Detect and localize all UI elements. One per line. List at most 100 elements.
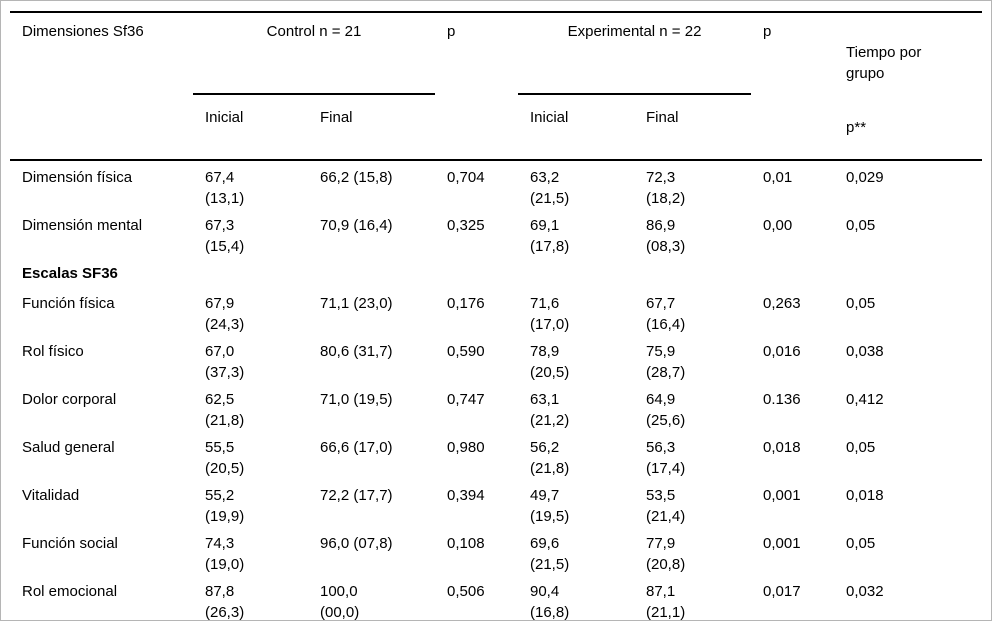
column-header-tiempo-por-grupo: Tiempo por grupo p** xyxy=(834,12,983,161)
tiempo-p-label: p** xyxy=(846,119,867,136)
row-label-cell: Escalas SF36 xyxy=(22,265,118,282)
subheader-inicial-control: Inicial xyxy=(193,94,308,161)
experimental-final-cell: 86,9 (08,3) xyxy=(646,217,686,255)
row-label-cell: Dolor corporal xyxy=(22,391,117,408)
control-inicial-cell: 55,5 (20,5) xyxy=(205,439,245,477)
row-label-cell: Rol físico xyxy=(22,343,84,360)
tiempo-por-grupo-cell: 0,05 xyxy=(846,439,876,456)
column-header-p-control: p xyxy=(435,12,518,161)
p-control-cell: 0,980 xyxy=(447,439,485,456)
experimental-inicial-cell: 69,6 (21,5) xyxy=(530,535,570,573)
sf36-results-table: Dimensiones Sf36 Control n = 21 p Experi… xyxy=(10,11,983,621)
column-header-dimensiones: Dimensiones Sf36 xyxy=(10,12,193,161)
experimental-final-cell xyxy=(634,257,751,287)
table-row: Función social 74,3 (19,0) 96,0 (07,8) 0… xyxy=(10,527,982,575)
tiempo-por-grupo-cell xyxy=(834,257,982,287)
experimental-final-cell: 77,9 (20,8) xyxy=(646,535,686,573)
control-final-cell: 70,9 (16,4) xyxy=(320,217,393,234)
control-inicial-cell xyxy=(193,257,308,287)
control-final-cell: 66,2 (15,8) xyxy=(320,169,393,186)
table-row: Escalas SF36 xyxy=(10,257,982,287)
experimental-inicial-cell xyxy=(518,257,634,287)
column-header-experimental-group: Experimental n = 22 xyxy=(518,12,752,96)
control-final-cell: 71,1 (23,0) xyxy=(320,295,393,312)
p-control-cell: 0,506 xyxy=(447,583,485,600)
row-label-cell: Vitalidad xyxy=(22,487,80,504)
experimental-inicial-cell: 63,1 (21,2) xyxy=(530,391,570,429)
table-row: Rol emocional 87,8 (26,3) 100,0 (00,0) 0… xyxy=(10,575,982,621)
subheader-final-control: Final xyxy=(308,94,435,161)
experimental-inicial-cell: 63,2 (21,5) xyxy=(530,169,570,207)
tiempo-por-grupo-cell: 0,018 xyxy=(846,487,884,504)
p-experimental-cell: 0.136 xyxy=(763,391,801,408)
control-final-cell: 96,0 (07,8) xyxy=(320,535,393,552)
tiempo-por-grupo-cell: 0,029 xyxy=(846,169,884,186)
tiempo-por-grupo-cell: 0,05 xyxy=(846,535,876,552)
table-row: Dolor corporal 62,5 (21,8) 71,0 (19,5) 0… xyxy=(10,383,982,431)
p-control-cell: 0,704 xyxy=(447,169,485,186)
row-label-cell: Función física xyxy=(22,295,115,312)
column-header-p-experimental: p xyxy=(751,12,835,161)
table-row: Dimensión mental 67,3 (15,4) 70,9 (16,4)… xyxy=(10,209,982,257)
experimental-final-cell: 72,3 (18,2) xyxy=(646,169,686,207)
row-label-cell: Rol emocional xyxy=(22,583,118,600)
control-inicial-cell: 55,2 (19,9) xyxy=(205,487,245,525)
experimental-inicial-cell: 71,6 (17,0) xyxy=(530,295,570,333)
control-inicial-cell: 87,8 (26,3) xyxy=(205,583,245,621)
subheader-inicial-experimental: Inicial xyxy=(518,94,634,161)
row-label-cell: Salud general xyxy=(22,439,115,456)
table-row: Salud general 55,5 (20,5) 66,6 (17,0) 0,… xyxy=(10,431,982,479)
p-experimental-cell: 0,001 xyxy=(763,535,801,552)
p-experimental-cell: 0,263 xyxy=(763,295,801,312)
experimental-final-cell: 67,7 (16,4) xyxy=(646,295,686,333)
control-final-cell: 100,0 (00,0) xyxy=(320,583,360,621)
control-final-cell: 66,6 (17,0) xyxy=(320,439,393,456)
p-experimental-cell: 0,001 xyxy=(763,487,801,504)
experimental-inicial-cell: 49,7 (19,5) xyxy=(530,487,570,525)
subheader-final-experimental: Final xyxy=(634,94,752,161)
control-final-cell xyxy=(308,257,435,287)
control-final-cell: 80,6 (31,7) xyxy=(320,343,393,360)
tiempo-por-grupo-cell: 0,412 xyxy=(846,391,884,408)
experimental-final-cell: 64,9 (25,6) xyxy=(646,391,686,429)
table-body: Dimensión física 67,4 (13,1) 66,2 (15,8)… xyxy=(10,160,982,621)
control-final-cell: 72,2 (17,7) xyxy=(320,487,393,504)
experimental-final-cell: 56,3 (17,4) xyxy=(646,439,686,477)
p-experimental-cell: 0,018 xyxy=(763,439,801,456)
p-experimental-cell: 0,01 xyxy=(763,169,793,186)
control-inicial-cell: 62,5 (21,8) xyxy=(205,391,245,429)
p-experimental-cell: 0,016 xyxy=(763,343,801,360)
p-control-cell: 0,747 xyxy=(447,391,485,408)
tiempo-por-grupo-label: Tiempo por grupo xyxy=(846,44,922,82)
experimental-final-cell: 87,1 (21,1) xyxy=(646,583,686,621)
p-control-cell xyxy=(435,257,518,287)
experimental-inicial-cell: 69,1 (17,8) xyxy=(530,217,570,255)
row-label-cell: Dimensión física xyxy=(22,169,133,186)
table-row: Rol físico 67,0 (37,3) 80,6 (31,7) 0,590… xyxy=(10,335,982,383)
column-header-control-group: Control n = 21 xyxy=(193,12,435,96)
control-final-cell: 71,0 (19,5) xyxy=(320,391,393,408)
tiempo-por-grupo-cell: 0,05 xyxy=(846,217,876,234)
control-inicial-cell: 67,9 (24,3) xyxy=(205,295,245,333)
row-label-cell: Dimensión mental xyxy=(22,217,143,234)
experimental-final-cell: 75,9 (28,7) xyxy=(646,343,686,381)
tiempo-por-grupo-cell: 0,038 xyxy=(846,343,884,360)
p-experimental-cell: 0,017 xyxy=(763,583,801,600)
tiempo-por-grupo-cell: 0,05 xyxy=(846,295,876,312)
table-row: Función física 67,9 (24,3) 71,1 (23,0) 0… xyxy=(10,287,982,335)
control-inicial-cell: 67,4 (13,1) xyxy=(205,169,245,207)
control-inicial-cell: 67,0 (37,3) xyxy=(205,343,245,381)
table-row: Vitalidad 55,2 (19,9) 72,2 (17,7) 0,394 … xyxy=(10,479,982,527)
experimental-final-cell: 53,5 (21,4) xyxy=(646,487,686,525)
tiempo-por-grupo-cell: 0,032 xyxy=(846,583,884,600)
p-control-cell: 0,394 xyxy=(447,487,485,504)
p-experimental-cell xyxy=(751,257,834,287)
experimental-inicial-cell: 90,4 (16,8) xyxy=(530,583,570,621)
p-experimental-cell: 0,00 xyxy=(763,217,793,234)
row-label-cell: Función social xyxy=(22,535,118,552)
experimental-inicial-cell: 56,2 (21,8) xyxy=(530,439,570,477)
experimental-inicial-cell: 78,9 (20,5) xyxy=(530,343,570,381)
p-control-cell: 0,108 xyxy=(447,535,485,552)
table-row: Dimensión física 67,4 (13,1) 66,2 (15,8)… xyxy=(10,160,982,209)
